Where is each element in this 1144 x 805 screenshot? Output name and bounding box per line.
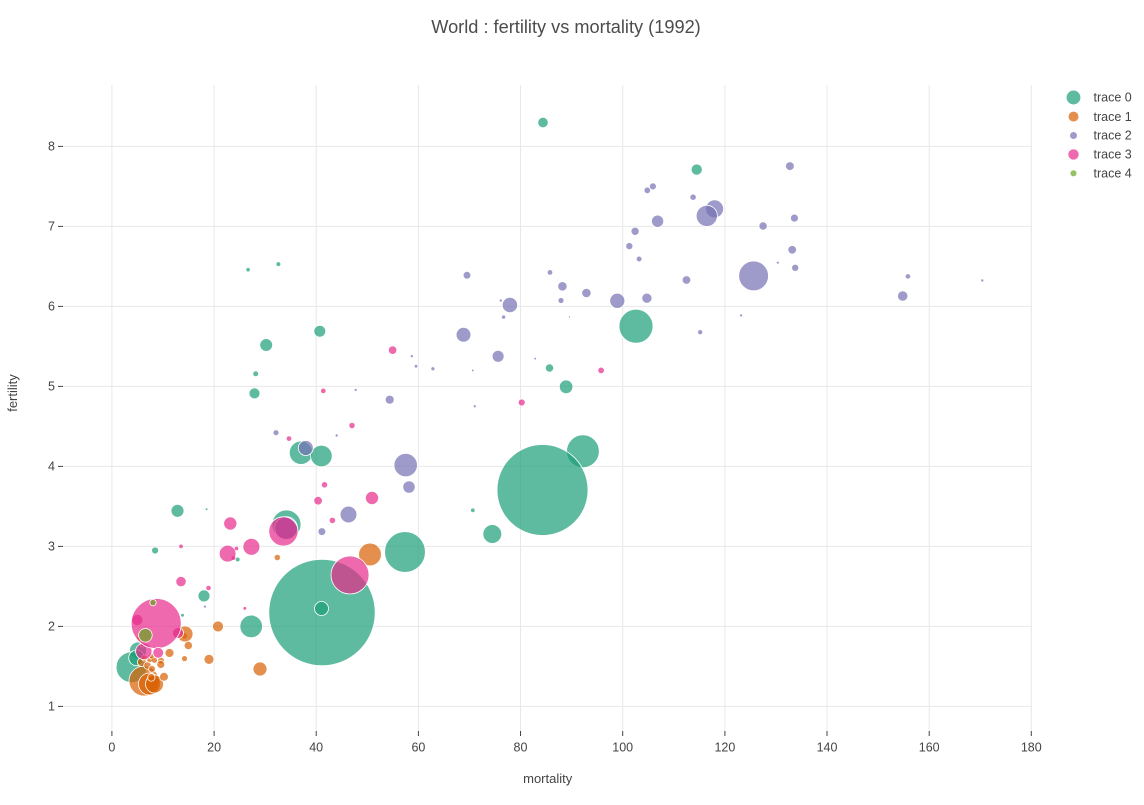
svg-text:180: 180 [1021, 741, 1042, 755]
svg-text:60: 60 [411, 741, 425, 755]
svg-text:0: 0 [108, 741, 115, 755]
svg-text:40: 40 [309, 741, 323, 755]
svg-text:4: 4 [48, 460, 55, 474]
svg-text:trace 4: trace 4 [1094, 167, 1132, 181]
svg-text:8: 8 [48, 140, 55, 154]
svg-text:6: 6 [48, 300, 55, 314]
svg-text:120: 120 [714, 741, 735, 755]
svg-text:World : fertility vs mortality: World : fertility vs mortality (1992) [431, 17, 701, 37]
svg-text:fertility: fertility [5, 374, 20, 412]
svg-text:160: 160 [919, 741, 940, 755]
svg-text:mortality: mortality [523, 771, 573, 786]
svg-text:trace 0: trace 0 [1094, 91, 1132, 105]
svg-text:trace 1: trace 1 [1094, 110, 1132, 124]
svg-text:3: 3 [48, 540, 55, 554]
svg-text:1: 1 [48, 700, 55, 714]
svg-text:100: 100 [612, 741, 633, 755]
svg-text:5: 5 [48, 380, 55, 394]
svg-text:2: 2 [48, 620, 55, 634]
svg-text:80: 80 [514, 741, 528, 755]
svg-text:trace 2: trace 2 [1094, 129, 1132, 143]
svg-text:20: 20 [207, 741, 221, 755]
svg-text:trace 3: trace 3 [1094, 148, 1132, 162]
svg-text:140: 140 [817, 741, 838, 755]
svg-text:7: 7 [48, 220, 55, 234]
